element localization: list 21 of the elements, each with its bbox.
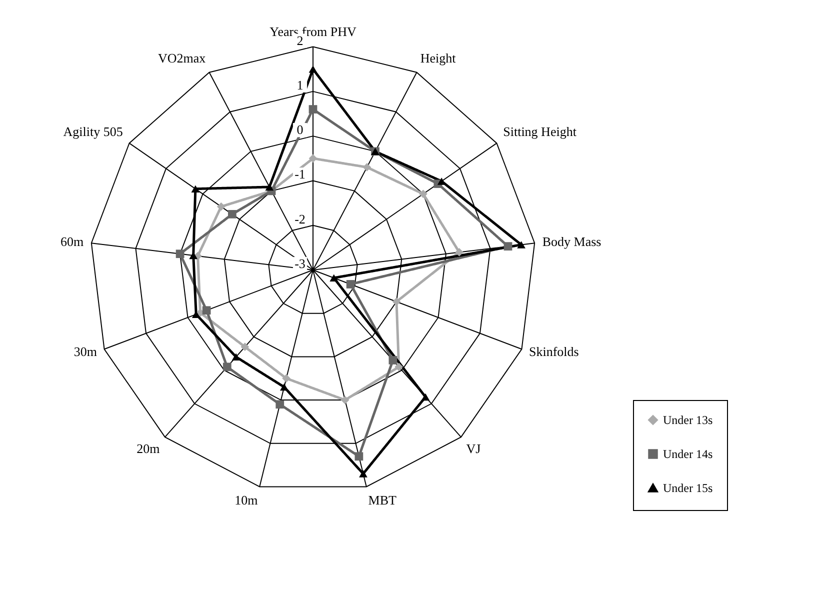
y-tick-label: 1 xyxy=(296,77,304,92)
legend-label: Under 14s xyxy=(663,447,713,461)
spoke-label: Body Mass xyxy=(542,234,602,250)
spoke-label: Agility 505 xyxy=(63,124,123,139)
spoke-label: MBT xyxy=(368,492,397,508)
spoke-label: Skinfolds xyxy=(529,344,579,359)
spoke-label: Height xyxy=(420,50,456,66)
spoke-label: Sitting Height xyxy=(503,124,577,139)
legend-label: Under 15s xyxy=(663,481,713,495)
spoke-label: 10m xyxy=(234,492,258,508)
spoke-label: VJ xyxy=(466,440,481,456)
spoke-label: VO2max xyxy=(158,50,206,66)
y-tick-label: 0 xyxy=(296,122,304,138)
y-tick-label: 2 xyxy=(296,32,304,48)
y-tick-label: -2 xyxy=(294,211,306,226)
spoke-label: 20m xyxy=(136,440,160,456)
spoke-label: 60m xyxy=(60,234,84,250)
spoke-label: 30m xyxy=(74,344,97,359)
y-tick-label: -3 xyxy=(294,256,306,271)
y-tick-label: -1 xyxy=(294,166,306,182)
legend-label: Under 13s xyxy=(663,413,713,427)
